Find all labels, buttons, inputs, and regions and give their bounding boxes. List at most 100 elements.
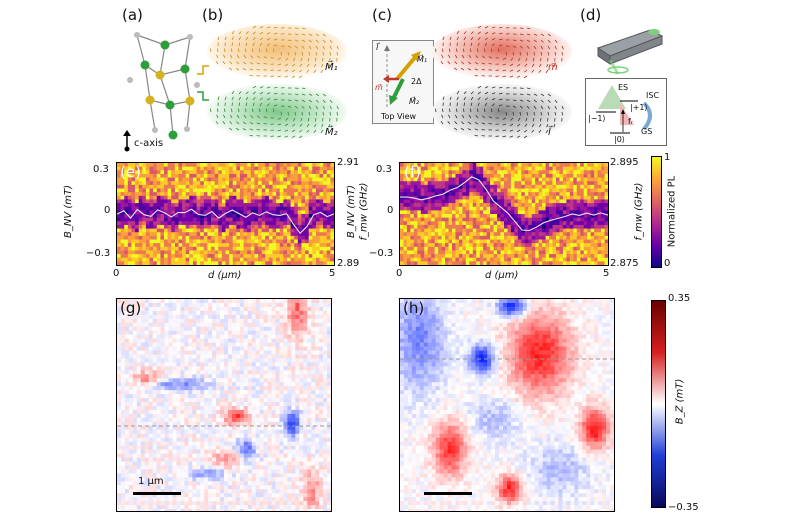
heatmap-cell [483,235,488,240]
heatmap-cell [218,261,223,265]
bz-pixel [168,449,173,454]
heatmap-cell [221,177,226,182]
bz-pixel [168,473,173,478]
heatmap-cell [538,199,543,204]
heatmap-cell [214,261,219,265]
heatmap-cell [290,195,295,200]
heatmap-cell [462,228,467,233]
heatmap-cell [538,184,543,189]
heatmap-cell [417,232,422,237]
heatmap-cell [597,232,602,237]
heatmap-cell [604,221,608,226]
heatmap-cell [538,170,543,175]
heatmap-cell [531,166,536,171]
spin-arrow [291,75,296,78]
heatmap-cell [286,210,292,215]
heatmap-cell [167,228,172,233]
heatmap-cell [524,184,529,189]
spin-arrow [216,114,219,119]
heatmap-cell [458,203,463,208]
heatmap-cell [438,214,443,219]
heatmap-cell [156,163,161,168]
heatmap-cell [431,250,436,255]
heatmap-cell [517,173,522,179]
heatmap-cell [225,232,230,237]
heatmap-cell [545,173,550,179]
heatmap-cell [171,170,176,175]
heatmap-cell [507,246,512,251]
heatmap-cell [265,166,270,171]
spin-arrow [533,51,535,56]
bz-pixel [148,366,153,371]
heatmap-cell [178,257,183,262]
heatmap-cell [207,163,212,168]
heatmap-cell [131,246,136,251]
heatmap-cell [247,177,252,182]
bz-pixel [152,322,157,328]
bz-pixel [180,465,185,470]
heatmap-cell [601,184,606,189]
bz-pixel [140,493,146,498]
heatmap-cell [448,184,453,189]
heatmap-cell [120,170,125,175]
heatmap-cell [131,235,136,240]
bz-pixel [148,425,153,431]
bz-pixel [180,425,185,431]
bz-pixel [188,318,193,324]
heatmap-cell [580,224,585,230]
spin-arrow [484,48,486,53]
heatmap-cell [138,228,143,233]
spin-arrow [502,63,507,66]
heatmap-cell [455,224,460,230]
spin-arrow [442,96,445,101]
heatmap-cell [486,206,491,211]
heatmap-cell [207,224,212,230]
heatmap-cell [272,199,277,204]
heatmap-cell [573,257,578,262]
heatmap-cell [538,173,543,179]
heatmap-cell [232,228,237,233]
bz-pixel [144,409,150,415]
heatmap-cell [276,195,281,200]
heatmap-cell [315,214,321,219]
heatmap-cell [276,243,281,248]
heatmap-cell [569,232,574,237]
bz-pixel [144,338,150,343]
bz-pixel [117,398,122,403]
heatmap-cell [207,214,212,219]
heatmap-cell [597,177,602,182]
spin-arrow [484,91,489,95]
heatmap-cell [458,181,463,186]
heatmap-cell [290,163,295,168]
heatmap-cell [458,163,463,168]
spin-arrow [284,69,289,72]
heatmap-cell [192,246,198,251]
heatmap-cell [469,254,474,259]
spin-arrow [231,36,234,41]
heatmap-cell [283,254,288,259]
heatmap-cell [135,188,140,193]
heatmap-cell [597,214,602,219]
heatmap-cell [549,163,554,168]
heatmap-cell [427,243,432,248]
heatmap-cell [531,188,536,193]
heatmap-cell [236,235,241,240]
heatmap-cell [160,246,165,251]
bz-pixel [156,417,161,423]
bz-pixel [168,390,173,395]
heatmap-cell [286,250,292,255]
bz-pixel [140,501,146,506]
heatmap-cell [211,195,216,200]
heatmap-cell [279,166,284,171]
spin-arrow [456,90,460,95]
heatmap-cell [524,214,529,219]
heatmap-cell [587,243,592,248]
bz-pixel [124,346,130,351]
heatmap-cell [156,166,161,171]
heatmap-cell [576,214,581,219]
heatmap-cell [135,203,140,208]
heatmap-cell [167,261,172,265]
bz-pixel [156,398,161,403]
heatmap-cell [272,239,277,244]
heatmap-cell [229,261,234,265]
